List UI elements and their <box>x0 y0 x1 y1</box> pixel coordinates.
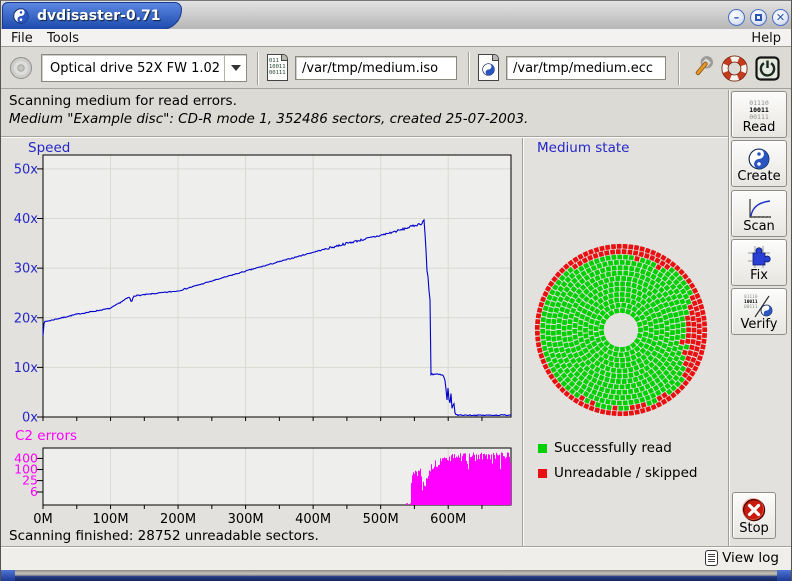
iso-icon-line: 011 <box>269 58 279 64</box>
iso-icon-line: 00111 <box>269 70 286 76</box>
ecc-path-input[interactable] <box>506 56 666 80</box>
svg-text:6: 6 <box>30 484 38 499</box>
bad-color-swatch <box>538 468 547 478</box>
status-line-2: Medium "Example disc": CD-R mode 1, 3524… <box>9 111 529 127</box>
read-button[interactable]: 01110 10011 00111 Read <box>731 91 787 138</box>
close-button[interactable]: ✕ <box>772 9 789 26</box>
minimize-button[interactable]: – <box>728 9 745 26</box>
scan-finished-status: Scanning finished: 28752 unreadable sect… <box>9 528 319 544</box>
c2-chart-title: C2 errors <box>15 428 78 444</box>
svg-text:200M: 200M <box>160 512 196 527</box>
iso-icon-line: 10011 <box>269 64 286 70</box>
svg-text:40x: 40x <box>14 212 39 227</box>
scan-chart-icon <box>749 199 771 218</box>
create-button[interactable]: Create <box>731 140 787 187</box>
svg-text:20x: 20x <box>14 311 39 326</box>
verify-button-label: Verify <box>740 317 778 332</box>
legend-good-label: Successfully read <box>554 440 672 456</box>
legend-good: Successfully read <box>538 440 672 456</box>
panel-separator <box>522 138 524 546</box>
good-color-swatch <box>538 443 547 453</box>
legend-bad: Unreadable / skipped <box>538 465 697 481</box>
toolbar-separator <box>468 52 470 85</box>
fix-puzzle-icon <box>748 246 771 268</box>
svg-text:100M: 100M <box>93 512 129 527</box>
read-button-label: Read <box>742 120 776 135</box>
svg-text:600M: 600M <box>430 512 466 527</box>
svg-text:100: 100 <box>14 462 38 477</box>
stop-button-label: Stop <box>739 521 769 536</box>
medium-state-title: Medium state <box>537 140 630 156</box>
toolbar: Optical drive 52X FW 1.02 011 10011 0011… <box>1 48 791 89</box>
preferences-wrench-icon[interactable] <box>689 55 715 81</box>
main-area: 0x 10x 20x 30x 40x 50x 6 25 100 400 0M 100M 200M 300M… <box>1 138 791 546</box>
menu-help[interactable]: Help <box>751 31 781 46</box>
speed-chart-title: Speed <box>28 140 71 156</box>
log-icon <box>705 550 719 566</box>
svg-text:400M: 400M <box>295 512 331 527</box>
svg-text:0M: 0M <box>33 512 53 527</box>
legend-bad-label: Unreadable / skipped <box>554 465 698 481</box>
toolbar-separator <box>257 52 259 85</box>
verify-button[interactable]: 01110 10011 00111 Verify <box>731 288 787 335</box>
menu-file[interactable]: File <box>11 31 33 46</box>
resize-corner-left[interactable] <box>1 570 15 581</box>
ecc-yinyang-icon <box>482 63 495 76</box>
menu-bar: File Tools Help <box>1 29 791 47</box>
stop-icon <box>742 498 766 522</box>
help-lifebuoy-icon[interactable] <box>721 55 748 82</box>
svg-text:10x: 10x <box>14 361 39 376</box>
resize-corner-right[interactable] <box>777 570 791 581</box>
iso-path-input[interactable] <box>295 56 457 80</box>
sidebar-separator <box>728 90 730 546</box>
menu-tools[interactable]: Tools <box>47 31 80 46</box>
create-button-label: Create <box>737 169 781 184</box>
svg-text:30x: 30x <box>14 262 39 277</box>
status-bar: View log <box>1 546 791 570</box>
drive-select-value: Optical drive 52X FW 1.02 <box>50 60 221 76</box>
drive-select[interactable]: Optical drive 52X FW 1.02 <box>41 54 247 82</box>
quit-power-icon[interactable] <box>755 56 780 81</box>
svg-text:0x: 0x <box>22 411 38 426</box>
verify-icon: 01110 10011 00111 <box>744 295 774 318</box>
cd-icon <box>10 57 32 79</box>
ecc-file-icon <box>478 54 499 81</box>
scan-button[interactable]: Scan <box>731 190 787 237</box>
svg-text:500M: 500M <box>363 512 399 527</box>
window-bottom-frame <box>1 570 791 581</box>
svg-text:50x: 50x <box>14 162 39 177</box>
scan-button-label: Scan <box>743 219 775 234</box>
create-yinyang-icon <box>748 148 770 170</box>
svg-text:300M: 300M <box>228 512 264 527</box>
maximize-button[interactable] <box>750 9 767 26</box>
iso-file-icon: 011 10011 00111 <box>267 54 288 81</box>
fix-button-label: Fix <box>750 268 768 283</box>
view-log-button[interactable]: View log <box>705 550 779 566</box>
title-tab: dvdisaster-0.71 <box>2 2 182 30</box>
fix-button[interactable]: Fix <box>731 239 787 286</box>
svg-text:25: 25 <box>22 473 38 488</box>
toolbar-separator <box>678 52 680 85</box>
title-bar[interactable]: dvdisaster-0.71 – ✕ <box>1 0 791 30</box>
chevron-down-icon[interactable] <box>224 55 246 81</box>
stop-button[interactable]: Stop <box>732 492 776 539</box>
header-status: Scanning medium for read errors. Medium … <box>1 90 729 137</box>
window-title: dvdisaster-0.71 <box>37 8 161 24</box>
status-line-1: Scanning medium for read errors. <box>9 93 237 109</box>
binary-icon: 01110 10011 00111 <box>749 99 769 121</box>
view-log-label: View log <box>722 550 779 566</box>
svg-text:400: 400 <box>14 450 38 465</box>
app-yinyang-icon <box>13 8 29 24</box>
